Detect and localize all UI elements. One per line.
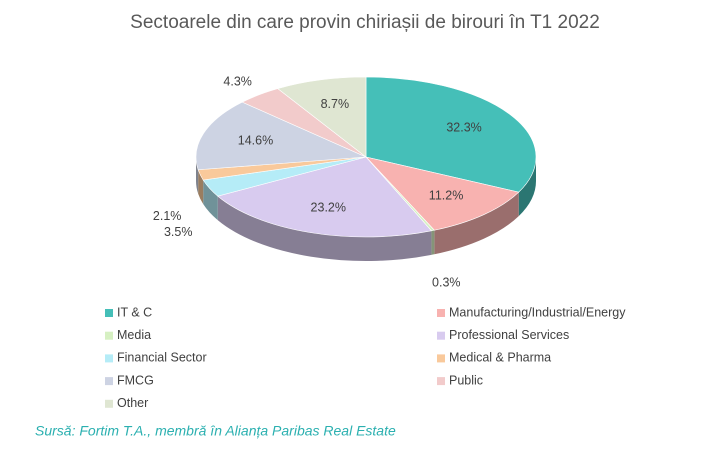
slice-side: [217, 196, 432, 261]
legend-swatch: [105, 377, 113, 386]
legend-swatch: [105, 354, 113, 363]
legend-swatch: [437, 377, 445, 386]
legend-label: IT & C: [117, 305, 152, 319]
legend-swatch: [437, 331, 445, 340]
source-note: Sursă: Fortim T.A., membră în Alianța Pa…: [35, 423, 396, 439]
slice-side: [196, 157, 199, 194]
pie-slice: [365, 76, 537, 193]
legend-swatch: [105, 309, 113, 317]
legend-swatch: [105, 399, 113, 408]
chart-title: Sectoarele din care provin chiriașii de …: [130, 12, 600, 33]
pie-slice: [217, 156, 432, 238]
pie-slice: [195, 101, 367, 171]
data-label: 23.2%: [311, 201, 346, 215]
data-label: 32.3%: [446, 120, 481, 134]
data-label: 3.5%: [164, 225, 193, 239]
legend-swatch: [105, 331, 113, 340]
data-label: 2.1%: [153, 209, 182, 223]
legend-label: Medical & Pharma: [449, 351, 551, 365]
data-label: 11.2%: [429, 189, 464, 203]
pie-slice: [277, 76, 367, 158]
data-label: 4.3%: [223, 75, 252, 89]
legend-label: FMCG: [117, 373, 154, 387]
legend-label: Professional Services: [449, 328, 569, 342]
data-label: 14.6%: [238, 133, 273, 147]
slice-side: [518, 157, 536, 217]
legend-label: Public: [449, 373, 483, 387]
legend-label: Media: [117, 328, 151, 342]
data-label: 0.3%: [432, 276, 461, 290]
legend-swatch: [437, 354, 445, 363]
pie-slice: [365, 156, 520, 231]
legend-label: Financial Sector: [117, 351, 207, 365]
slice-side: [203, 179, 218, 221]
legend-label: Other: [117, 396, 148, 410]
slice-side: [431, 230, 435, 255]
legend-label: Manufacturing/Industrial/Energy: [449, 305, 626, 319]
legend-swatch: [437, 309, 445, 317]
data-label: 8.7%: [321, 97, 350, 111]
